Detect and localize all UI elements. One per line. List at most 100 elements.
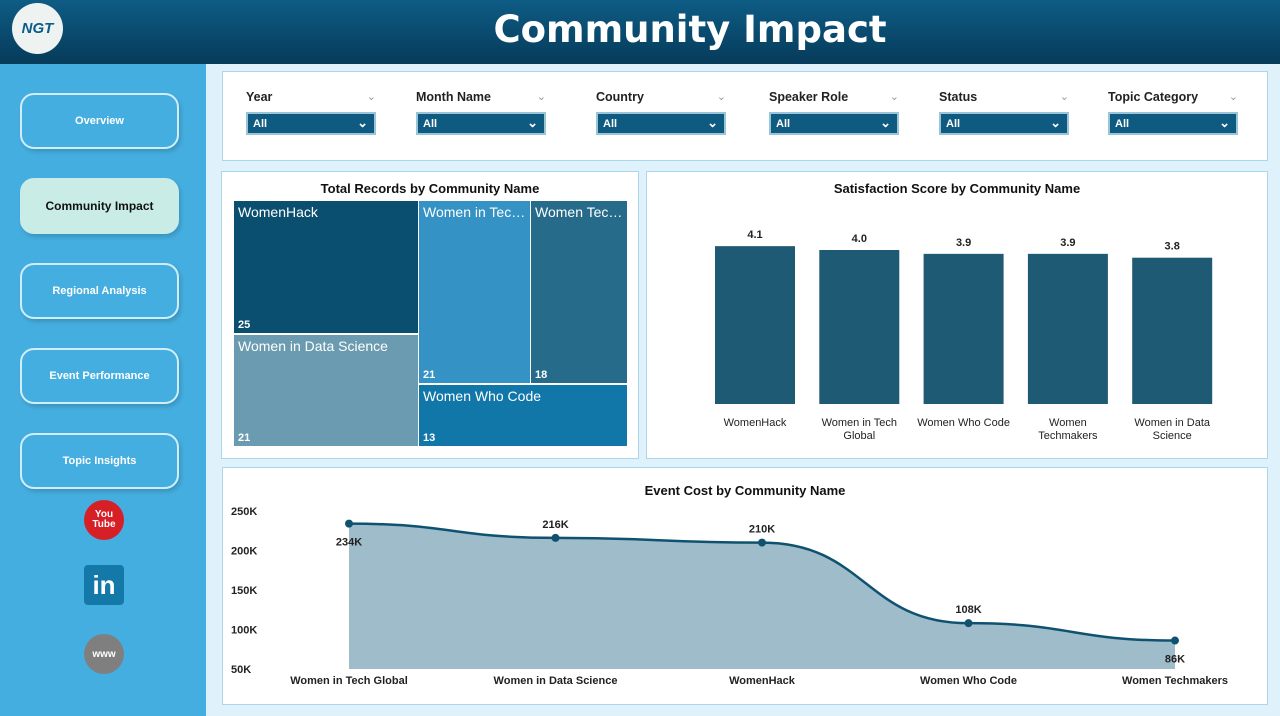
point-data-label: 216K (542, 519, 568, 531)
treemap-cell[interactable]: Women in Data Science 21 (234, 335, 418, 446)
filter-label: Month Name (416, 90, 491, 104)
filter-value: All (776, 118, 791, 130)
filter-month-name[interactable]: Month Name ⌄ All ⌄ (416, 90, 546, 135)
bar[interactable] (1132, 257, 1213, 404)
bar-category-label: WomenHack (724, 417, 787, 429)
filter-speaker-role[interactable]: Speaker Role ⌄ All ⌄ (769, 90, 899, 135)
header: NGT Community Impact (0, 0, 1280, 64)
area-fill (349, 523, 1175, 669)
bar-category-label: Women Who Code (917, 417, 1010, 429)
x-axis-label: Women Who Code (920, 675, 1017, 687)
treemap-title: Total Records by Community Name (320, 181, 540, 196)
chevron-down-icon[interactable]: ⌄ (889, 91, 899, 103)
filter-dropdown[interactable]: All ⌄ (1108, 112, 1238, 135)
treemap-cell-label: Women Tech... (535, 204, 624, 220)
filter-value: All (603, 118, 618, 130)
nav-overview[interactable]: Overview (20, 93, 179, 149)
filter-status[interactable]: Status ⌄ All ⌄ (939, 90, 1069, 135)
filter-value: All (423, 118, 438, 130)
treemap-cell-label: Women in Data Science (238, 338, 388, 354)
x-axis-label: Women in Data Science (494, 675, 618, 687)
area-chart-title: Event Cost by Community Name (644, 483, 846, 498)
data-point[interactable] (758, 538, 766, 547)
bar[interactable] (715, 246, 795, 404)
chevron-down-icon: ⌄ (1219, 115, 1230, 130)
x-axis-label: Women in Tech Global (290, 675, 408, 687)
treemap-cell-value: 21 (238, 432, 251, 444)
page-title: Community Impact (493, 8, 887, 51)
filter-value: All (946, 118, 961, 130)
nav-event-performance[interactable]: Event Performance (20, 348, 179, 404)
filter-year[interactable]: Year ⌄ All ⌄ (246, 90, 376, 135)
chevron-down-icon[interactable]: ⌄ (1059, 91, 1069, 103)
chevron-down-icon[interactable]: ⌄ (716, 91, 726, 103)
chevron-down-icon: ⌄ (707, 115, 718, 130)
treemap-cell-value: 21 (423, 369, 436, 381)
data-point[interactable] (551, 533, 560, 542)
chevron-down-icon: ⌄ (880, 115, 891, 130)
y-axis-tick: 200K (231, 546, 257, 558)
filter-country[interactable]: Country ⌄ All ⌄ (596, 90, 726, 135)
point-data-label: 210K (749, 524, 775, 536)
area-chart: 250K 200K 150K 100K 50K 234K Women in Tech Glo… (231, 506, 1228, 687)
filter-dropdown[interactable]: All ⌄ (939, 112, 1069, 135)
filter-value: All (1115, 118, 1130, 130)
chevron-down-icon[interactable]: ⌄ (1228, 91, 1238, 103)
bar[interactable] (923, 253, 1004, 404)
chevron-down-icon: ⌄ (1050, 115, 1061, 130)
bar-category-label: Science (1153, 430, 1192, 442)
bar-data-label: 4.1 (747, 229, 762, 241)
linkedin-icon[interactable]: in (84, 565, 124, 605)
treemap-cell-value: 25 (238, 319, 251, 331)
treemap-cell[interactable]: Women in Tech... 21 (419, 201, 530, 383)
bar-category-label: Techmakers (1038, 430, 1098, 442)
bar[interactable] (819, 250, 900, 404)
chevron-down-icon: ⌄ (357, 115, 368, 130)
nav-topic-insights[interactable]: Topic Insights (20, 433, 179, 489)
filter-dropdown[interactable]: All ⌄ (246, 112, 376, 135)
data-point[interactable] (345, 519, 353, 528)
bar-chart-panel: Satisfaction Score by Community Name 4.1… (646, 171, 1268, 459)
y-axis-tick: 50K (231, 664, 251, 676)
bar-category-label: Global (843, 430, 875, 442)
filter-value: All (253, 118, 268, 130)
treemap-cell[interactable]: WomenHack 25 (234, 201, 418, 333)
globe-www-icon[interactable]: www (84, 634, 124, 674)
treemap-cell-label: Women in Tech... (423, 204, 527, 220)
bar-data-label: 4.0 (852, 233, 867, 245)
treemap-cell[interactable]: Women Tech... 18 (531, 201, 627, 383)
treemap-panel: Total Records by Community Name WomenHac… (221, 171, 639, 459)
bar[interactable] (1027, 253, 1108, 404)
filter-dropdown[interactable]: All ⌄ (416, 112, 546, 135)
chevron-down-icon[interactable]: ⌄ (536, 91, 546, 103)
data-point[interactable] (964, 619, 973, 628)
filter-label: Status (939, 90, 978, 104)
treemap-cell-label: WomenHack (238, 204, 318, 220)
filter-dropdown[interactable]: All ⌄ (596, 112, 726, 135)
bar-data-label: 3.9 (956, 237, 971, 249)
bar-category-label: Women in Tech (822, 417, 897, 429)
filter-dropdown[interactable]: All ⌄ (769, 112, 899, 135)
bar-category-label: Women (1049, 417, 1087, 429)
data-point[interactable] (1171, 636, 1179, 645)
chevron-down-icon: ⌄ (527, 115, 538, 130)
nav-community-impact[interactable]: Community Impact (20, 178, 179, 234)
bar-data-label: 3.9 (1060, 237, 1075, 249)
point-data-label: 86K (1165, 654, 1185, 666)
treemap-cell[interactable]: Women Who Code 13 (419, 385, 627, 446)
point-data-label: 234K (336, 537, 362, 549)
chevron-down-icon[interactable]: ⌄ (366, 91, 376, 103)
filter-panel: Year ⌄ All ⌄ Month Name ⌄ All ⌄ Country ⌄ All ⌄ Spea… (222, 71, 1268, 161)
sidebar: Overview Community Impact Regional Analy… (0, 64, 206, 716)
filter-label: Year (246, 90, 273, 104)
filter-label: Speaker Role (769, 90, 849, 104)
filter-topic-category[interactable]: Topic Category ⌄ All ⌄ (1108, 90, 1238, 135)
youtube-icon[interactable]: You Tube (84, 500, 124, 540)
nav-regional-analysis[interactable]: Regional Analysis (20, 263, 179, 319)
treemap-cell-value: 18 (535, 369, 548, 381)
bar-data-label: 3.8 (1165, 241, 1180, 253)
ngt-logo: NGT (12, 3, 63, 54)
bar-category-label: Women in Data (1134, 417, 1210, 429)
bar-chart-title: Satisfaction Score by Community Name (833, 181, 1081, 196)
area-chart-panel: Event Cost by Community Name 250K 200K 150… (222, 467, 1268, 705)
